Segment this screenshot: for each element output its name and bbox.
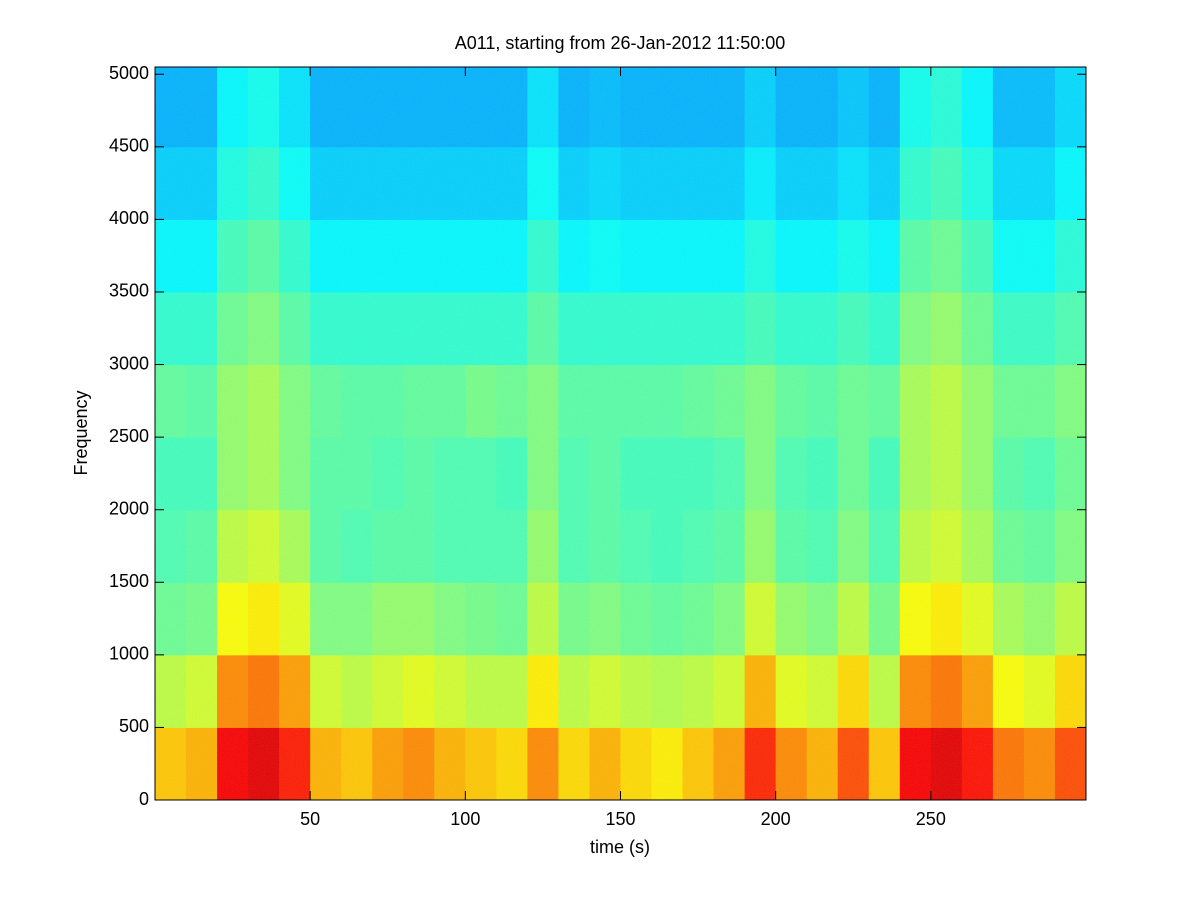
y-tick-label: 3500 (109, 281, 149, 301)
x-tick-label: 50 (300, 809, 320, 829)
y-tick-label: 2500 (109, 426, 149, 446)
y-tick-label: 500 (119, 716, 149, 736)
x-tick-label: 250 (916, 809, 946, 829)
y-tick-label: 3000 (109, 353, 149, 373)
x-axis-label: time (s) (590, 837, 650, 857)
y-tick-label: 1000 (109, 644, 149, 664)
y-tick-label: 4000 (109, 208, 149, 228)
noise-texture (155, 67, 1086, 800)
y-tick-label: 2000 (109, 498, 149, 518)
y-tick-label: 5000 (109, 63, 149, 83)
chart-title: A011, starting from 26-Jan-2012 11:50:00 (455, 33, 786, 53)
y-tick-label: 0 (139, 789, 149, 809)
y-tick-label: 1500 (109, 571, 149, 591)
y-axis-label: Frequency (71, 390, 91, 475)
x-tick-label: 150 (605, 809, 635, 829)
y-tick-label: 4500 (109, 136, 149, 156)
x-tick-label: 100 (450, 809, 480, 829)
x-tick-label: 200 (761, 809, 791, 829)
axes: 50 100 150 200 25005001000150020002500300035… (109, 63, 1087, 829)
